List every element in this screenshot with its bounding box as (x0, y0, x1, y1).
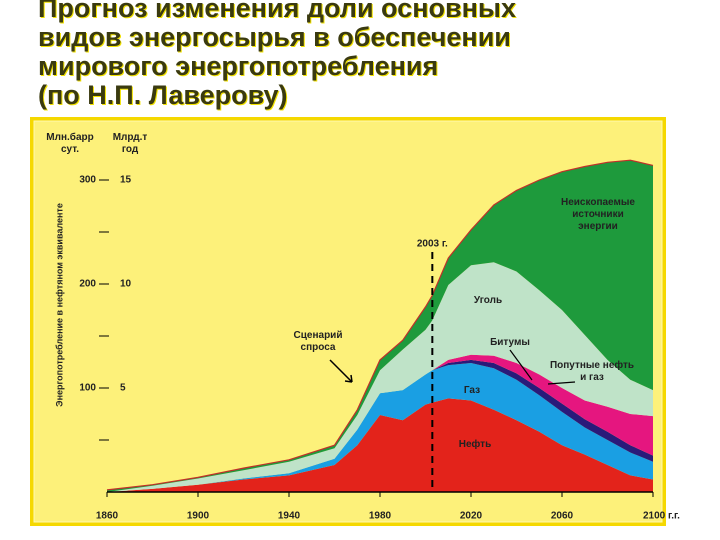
y2-tick-label: 10 (120, 279, 132, 290)
series-label-line: энергии (578, 221, 618, 232)
y2-tick-label: 5 (120, 383, 126, 394)
x-tick-label: 1940 (278, 511, 301, 522)
y2-unit-line: Млрд.т (113, 132, 148, 143)
arrow (547, 381, 576, 385)
area (107, 363, 653, 492)
x-tick-label: 1900 (187, 511, 210, 522)
title-line: Прогноз изменения доли основных (38, 0, 516, 23)
title-line: (по Н.П. Лаверову) (38, 80, 288, 110)
y-tick-label: 300 (79, 175, 96, 186)
series-label-line: Неископаемые (561, 197, 635, 208)
marker-label: 2003 г. (417, 239, 448, 250)
y-unit: Млн.барр сут. (46, 131, 93, 155)
series-label-line: источники (572, 209, 623, 220)
series-label: Неископаемые источники энергии (561, 197, 635, 232)
series-label-line: Нефть (459, 438, 491, 450)
arrow (329, 359, 353, 383)
y-tick-label: 100 (79, 383, 96, 394)
title: Прогноз изменения доли основных видов эн… (38, 0, 516, 110)
annotation-line: спроса (301, 342, 336, 353)
y-unit-line: сут. (61, 144, 79, 155)
y-unit-line: Млн.барр (46, 131, 93, 143)
annotation: Сценарий спроса (294, 330, 343, 353)
x-tick-label: 2020 (460, 511, 483, 522)
x-tick-label: 2100 г.г. (643, 511, 680, 522)
total-outline (106, 159, 654, 491)
series-label: Уголь (474, 295, 502, 306)
series-label-line: Уголь (474, 295, 502, 306)
annotation-line: Сценарий (294, 330, 343, 341)
title-line: мирового энергопотребления (38, 51, 439, 81)
series-label: Газ (464, 385, 480, 396)
series-label-line: Газ (464, 385, 480, 396)
series-label-line: Попутные нефть (550, 359, 634, 371)
series-label: Попутные нефть и газ (550, 359, 634, 383)
x-tick-label: 1980 (369, 511, 392, 522)
series-label-line: Битумы (490, 337, 530, 348)
x-tick-label: 2060 (551, 511, 574, 522)
title-line: видов энергосырья в обеспечении (38, 22, 511, 52)
y2-tick-label: 15 (120, 175, 132, 186)
area (107, 398, 653, 492)
x-tick-label: 1860 (96, 511, 119, 522)
series-label: Битумы (490, 337, 530, 348)
area (107, 160, 653, 492)
series-label-line: и газ (580, 372, 604, 383)
y2-unit: Млрд.т год (113, 132, 148, 155)
y-axis-label: Энергопотребление в нефтяном эквиваленте (54, 203, 64, 407)
y-tick-label: 200 (79, 279, 96, 290)
area (107, 262, 653, 492)
y2-unit-line: год (122, 144, 139, 155)
arrow (509, 349, 533, 381)
series-label: Нефть (459, 438, 491, 450)
